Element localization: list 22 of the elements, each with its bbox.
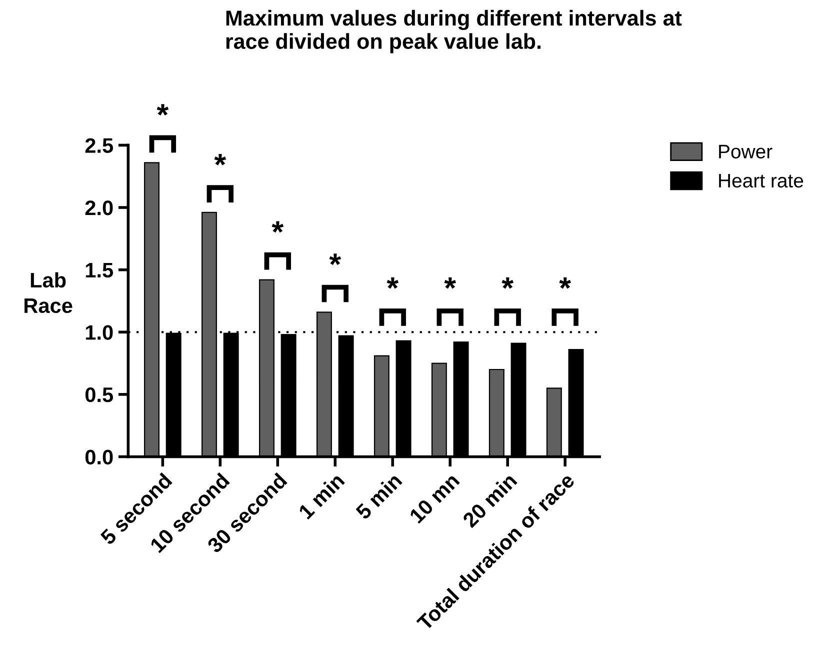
x-tick-label: 1 min [298, 472, 345, 520]
annotation: * [272, 221, 284, 233]
text: * [156, 104, 169, 116]
chart-title: Maximum values during different intervals at race divided on peak value lab. [226, 10, 682, 54]
y-tick-label: 2.5 [85, 138, 114, 153]
y-tick-label: 1.5 [86, 263, 114, 278]
y-tick-label: 0.5 [85, 387, 114, 402]
annotation: * [214, 154, 226, 166]
x-tick-label: 10 mn [408, 472, 460, 524]
annotation: * [329, 254, 342, 266]
y-tick-label: 2.0 [85, 200, 113, 216]
y-tick-label: 0.0 [85, 450, 113, 464]
x-tick-label: 20 min [461, 472, 518, 528]
x-tick-label: 5 min [354, 472, 403, 520]
legend-label: Power [719, 144, 772, 158]
legend-label: Heart rate [719, 174, 804, 188]
annotation: * [559, 277, 571, 289]
y-tick-label: 1.0 [86, 325, 113, 340]
y-axis-title: Lab Race [24, 272, 72, 314]
annotation: * [502, 277, 514, 289]
annotation: * [444, 277, 456, 289]
annotation: * [386, 277, 399, 289]
